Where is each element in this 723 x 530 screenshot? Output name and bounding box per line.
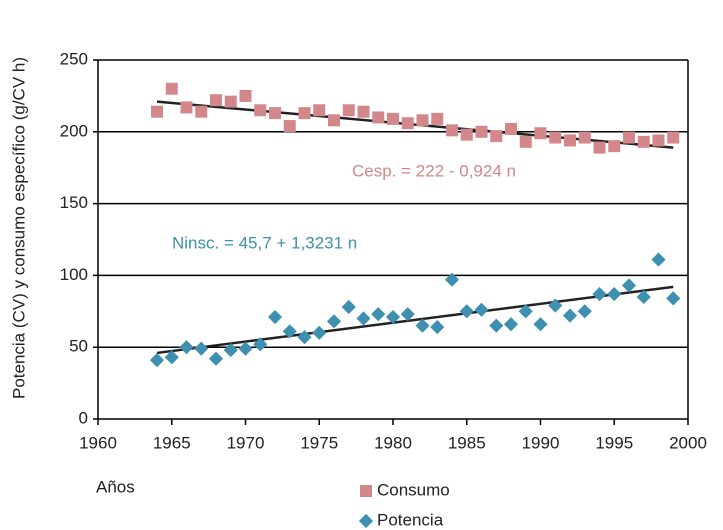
point — [401, 117, 414, 130]
y-tick-label: 0 — [79, 408, 88, 427]
legend-label: Consumo — [377, 480, 450, 499]
point — [444, 272, 460, 287]
x-tick-label: 1995 — [595, 433, 633, 452]
point — [210, 94, 222, 107]
point — [577, 304, 592, 319]
point — [446, 124, 458, 137]
point — [637, 135, 650, 148]
point — [194, 341, 209, 356]
point — [326, 314, 342, 329]
point — [269, 107, 281, 120]
point — [415, 318, 430, 333]
point — [254, 104, 267, 117]
point — [312, 325, 327, 340]
point — [666, 291, 681, 306]
point — [341, 299, 356, 315]
point — [165, 82, 178, 95]
trend-line — [156, 285, 674, 355]
point — [164, 350, 179, 365]
point — [562, 308, 578, 323]
point — [518, 304, 533, 319]
point — [149, 353, 165, 368]
point — [534, 127, 547, 140]
point — [636, 289, 651, 305]
point — [651, 252, 666, 267]
x-tick-label: 2000 — [669, 433, 707, 452]
x-tick-label: 1990 — [522, 433, 560, 452]
point — [652, 134, 665, 147]
point — [387, 112, 399, 125]
point — [564, 134, 576, 147]
annotation: Cesp. = 222 - 0,924 n — [352, 161, 516, 180]
point — [400, 307, 415, 322]
point — [621, 278, 637, 293]
point — [459, 304, 474, 319]
point — [357, 105, 370, 118]
point — [180, 101, 193, 114]
point — [297, 330, 312, 345]
point — [151, 105, 163, 118]
point — [519, 135, 532, 148]
x-tick-label: 1970 — [227, 433, 265, 452]
y-tick-label: 50 — [69, 337, 88, 356]
point — [372, 111, 385, 124]
trend-line — [156, 100, 674, 149]
x-tick-label: 1985 — [448, 433, 486, 452]
x-axis-label: Años — [96, 477, 135, 496]
point — [208, 351, 224, 366]
point — [460, 128, 473, 141]
x-tick-label: 1980 — [374, 433, 412, 452]
point — [195, 105, 208, 118]
y-tick-label: 250 — [60, 49, 88, 68]
point — [430, 320, 445, 335]
point — [549, 131, 562, 144]
y-tick-label: 100 — [60, 265, 88, 284]
legend-label: Potencia — [377, 510, 444, 529]
point — [416, 114, 429, 127]
x-tick-label: 1965 — [153, 433, 191, 452]
point — [503, 317, 519, 332]
point — [267, 309, 283, 325]
annotation: Ninsc. = 45,7 + 1,3231 n — [172, 233, 357, 252]
y-tick-label: 200 — [60, 121, 88, 140]
point — [431, 112, 444, 125]
x-tick-label: 1975 — [300, 433, 338, 452]
point — [356, 311, 371, 326]
point — [371, 307, 386, 322]
point — [592, 286, 607, 302]
point — [313, 104, 326, 117]
point — [490, 130, 503, 143]
point — [239, 89, 252, 102]
point — [593, 141, 606, 154]
point — [224, 95, 237, 108]
point — [623, 131, 635, 144]
point — [298, 107, 311, 120]
point — [578, 131, 591, 144]
point — [505, 122, 517, 135]
x-tick-label: 1960 — [79, 433, 117, 452]
point — [283, 120, 296, 133]
point — [385, 309, 401, 325]
point — [238, 341, 253, 356]
point — [253, 337, 268, 352]
point — [474, 302, 489, 317]
y-axis-label: Potencia (CV) y consumo específico (g/CV… — [9, 57, 28, 399]
point — [533, 317, 548, 332]
legend-marker — [358, 513, 374, 529]
y-tick-label: 150 — [60, 193, 88, 212]
point — [489, 318, 504, 333]
point — [179, 340, 194, 355]
point — [342, 104, 355, 117]
point — [475, 125, 488, 138]
point — [608, 140, 621, 153]
point — [282, 324, 297, 339]
point — [548, 298, 563, 313]
point — [223, 343, 238, 358]
point — [607, 286, 622, 302]
point — [667, 131, 680, 144]
legend-marker — [360, 485, 372, 497]
point — [328, 114, 340, 127]
